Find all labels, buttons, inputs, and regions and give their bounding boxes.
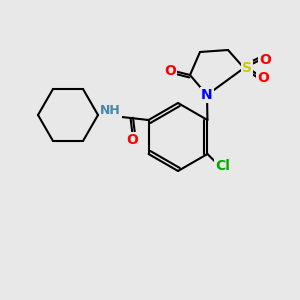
- Text: S: S: [242, 61, 252, 75]
- Text: O: O: [164, 64, 176, 78]
- Text: Cl: Cl: [215, 159, 230, 173]
- Text: O: O: [257, 71, 269, 85]
- Text: NH: NH: [100, 104, 121, 118]
- Text: O: O: [127, 133, 139, 147]
- Text: O: O: [259, 53, 271, 67]
- Text: N: N: [201, 88, 213, 102]
